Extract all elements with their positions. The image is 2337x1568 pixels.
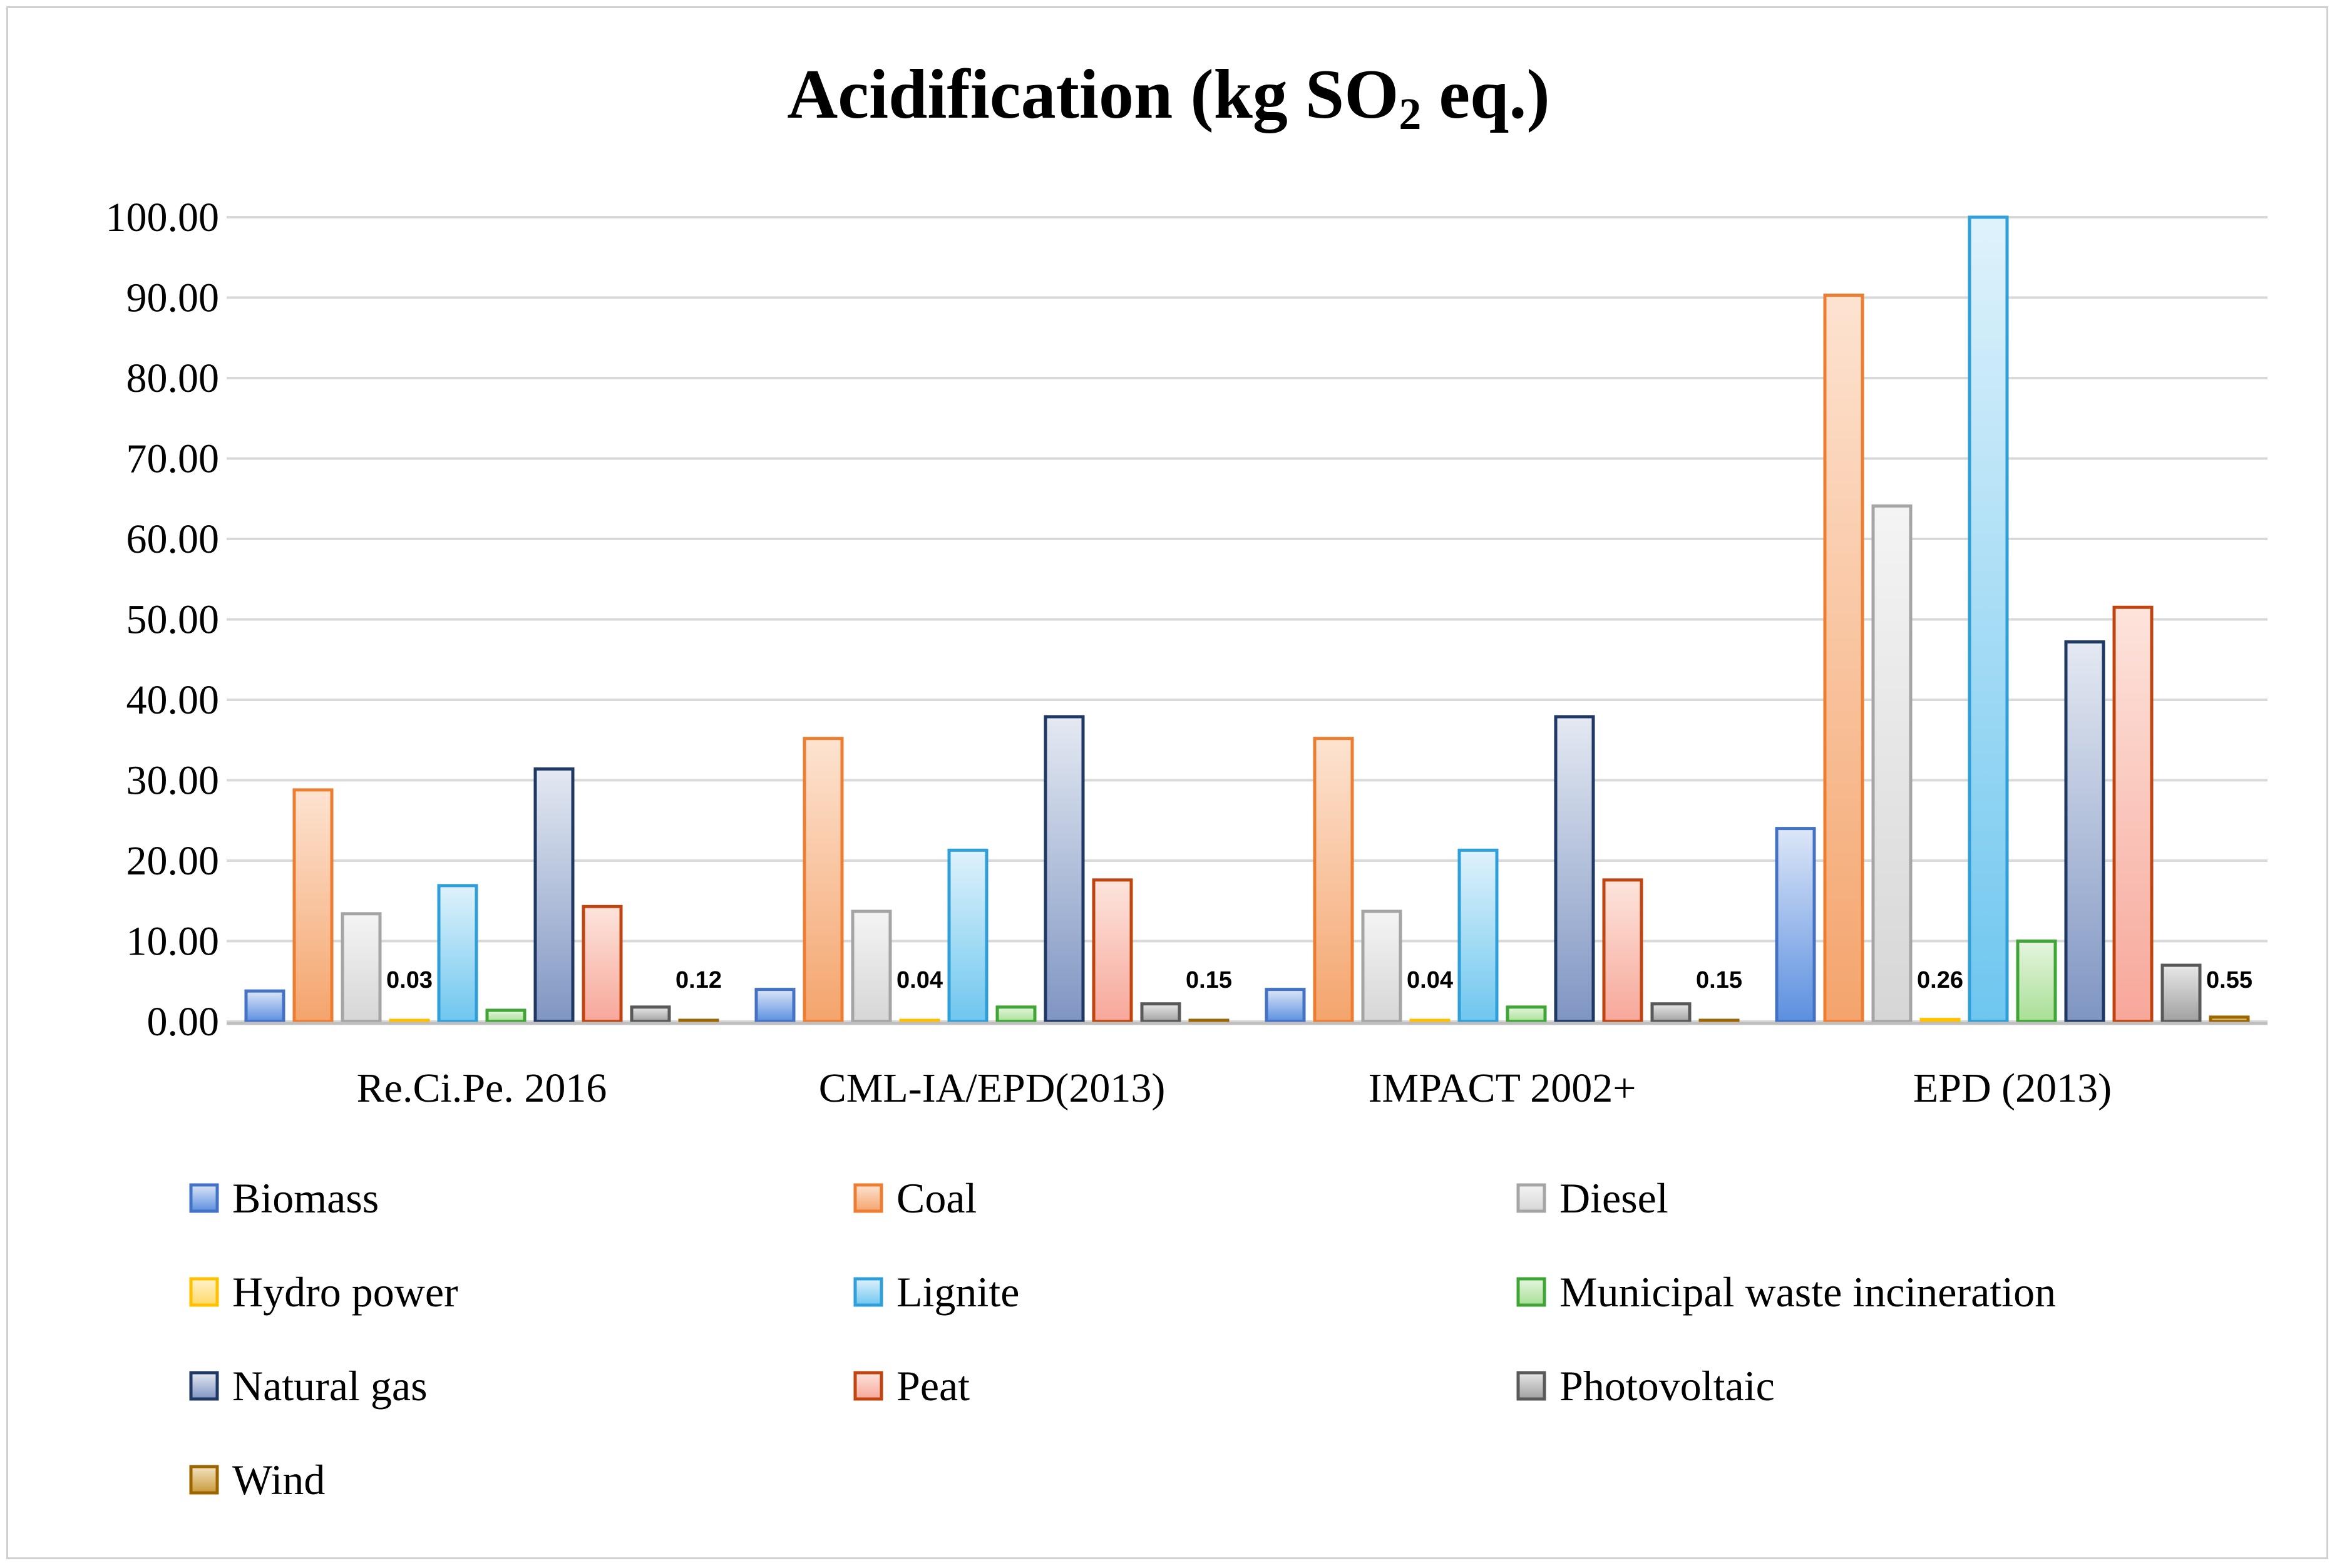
legend-label-diesel: Diesel — [1559, 1174, 1668, 1222]
x-tick-label: Re.Ci.Pe. 2016 — [357, 1065, 607, 1111]
bar-biomass-impact-2002 — [1265, 988, 1306, 1023]
legend-swatch-hydro-power — [189, 1277, 219, 1307]
bar-biomass-cml-ia-epd-2013 — [754, 988, 796, 1023]
bar-peat-cml-ia-epd-2013 — [1092, 878, 1133, 1023]
y-tick-label: 80.00 — [126, 356, 220, 401]
y-tick-label: 40.00 — [126, 677, 220, 723]
x-axis: Re.Ci.Pe. 2016 CML-IA/EPD(2013) IMPACT 200… — [227, 1022, 2268, 1111]
legend-label-wind: Wind — [232, 1456, 325, 1504]
bar-biomass-re-ci-pe-2016 — [244, 989, 285, 1023]
legend-swatch-biomass — [189, 1183, 219, 1213]
bar-diesel-cml-ia-epd-2013 — [851, 910, 892, 1023]
legend-label-municipal-waste-incineration: Municipal waste incineration — [1559, 1268, 2056, 1316]
bar-wind-cml-ia-epd-2013 — [1188, 1018, 1230, 1023]
data-label-wind: 0.12 — [675, 967, 722, 993]
legend-label-coal: Coal — [896, 1174, 977, 1222]
data-label-wind: 0.15 — [1186, 967, 1232, 993]
bar-peat-impact-2002 — [1602, 878, 1643, 1023]
chart-title-tail: eq.) — [1421, 56, 1550, 133]
chart-title-main: Acidification (kg SO — [787, 56, 1399, 133]
x-tick-label: IMPACT 2002+ — [1369, 1065, 1636, 1111]
bar-lignite-impact-2002 — [1457, 848, 1499, 1023]
bar-hydro-power-cml-ia-epd-2013 — [899, 1018, 940, 1023]
x-tick-label: EPD (2013) — [1913, 1065, 2112, 1111]
bar-municipal-waste-incineration-impact-2002 — [1506, 1005, 1547, 1023]
bar-hydro-power-impact-2002 — [1409, 1018, 1451, 1023]
data-label-wind: 0.15 — [1696, 967, 1742, 993]
bar-hydro-power-re-ci-pe-2016 — [389, 1018, 430, 1023]
legend-swatch-natural-gas — [189, 1371, 219, 1401]
bar-natural-gas-re-ci-pe-2016 — [533, 767, 575, 1023]
bars — [244, 215, 2250, 1023]
legend-swatch-photovoltaic — [1516, 1371, 1546, 1401]
bar-photovoltaic-epd-2013 — [2160, 963, 2202, 1023]
bar-coal-epd-2013 — [1823, 294, 1864, 1023]
bar-municipal-waste-incineration-re-ci-pe-2016 — [485, 1008, 526, 1023]
legend-swatch-wind — [189, 1465, 219, 1495]
legend-swatch-coal — [853, 1183, 883, 1213]
bar-hydro-power-epd-2013 — [1919, 1018, 1961, 1023]
y-tick-label: 20.00 — [126, 838, 220, 884]
y-tick-label: 90.00 — [126, 275, 220, 321]
x-tick-label: CML-IA/EPD(2013) — [819, 1065, 1166, 1111]
data-label-wind: 0.55 — [2206, 967, 2252, 993]
bar-wind-epd-2013 — [2209, 1015, 2250, 1023]
legend-label-natural-gas: Natural gas — [232, 1362, 428, 1410]
data-label-hydro-power: 0.26 — [1917, 967, 1963, 993]
bar-natural-gas-epd-2013 — [2064, 640, 2105, 1023]
y-tick-label: 0.00 — [147, 999, 220, 1045]
y-tick-label: 10.00 — [126, 919, 220, 965]
bar-photovoltaic-re-ci-pe-2016 — [630, 1005, 671, 1023]
chart-frame — [6, 6, 2328, 1559]
chart-title: Acidification (kg SO2 eq.) — [0, 59, 2337, 136]
bar-natural-gas-impact-2002 — [1554, 715, 1595, 1023]
bar-lignite-re-ci-pe-2016 — [437, 884, 478, 1023]
legend-label-lignite: Lignite — [896, 1268, 1019, 1316]
bar-diesel-impact-2002 — [1361, 910, 1402, 1023]
bar-wind-re-ci-pe-2016 — [678, 1018, 719, 1023]
bar-peat-epd-2013 — [2112, 605, 2154, 1023]
bar-coal-impact-2002 — [1313, 737, 1354, 1023]
y-tick-label: 30.00 — [126, 758, 220, 804]
bar-biomass-epd-2013 — [1775, 827, 1816, 1023]
data-labels: 0.03 0.12 0.04 0.15 0.04 0.15 0.26 0.55 — [386, 967, 2252, 993]
bar-photovoltaic-cml-ia-epd-2013 — [1140, 1002, 1181, 1023]
legend-label-peat: Peat — [896, 1362, 970, 1410]
bar-natural-gas-cml-ia-epd-2013 — [1044, 715, 1085, 1023]
y-tick-label: 60.00 — [126, 516, 220, 562]
legend-label-photovoltaic: Photovoltaic — [1559, 1362, 1775, 1410]
bar-lignite-cml-ia-epd-2013 — [947, 848, 989, 1023]
bar-photovoltaic-impact-2002 — [1650, 1002, 1692, 1023]
bar-municipal-waste-incineration-cml-ia-epd-2013 — [995, 1005, 1037, 1023]
y-axis: 0.00 10.00 20.00 30.00 40.00 50.00 60.00 70.00 8… — [106, 195, 220, 1045]
legend-label-biomass: Biomass — [232, 1174, 379, 1222]
gridlines — [227, 216, 2268, 1023]
bar-municipal-waste-incineration-epd-2013 — [2016, 940, 2057, 1023]
bar-peat-re-ci-pe-2016 — [582, 904, 623, 1023]
y-tick-label: 70.00 — [126, 436, 220, 482]
chart-title-subscript: 2 — [1399, 89, 1422, 139]
bar-coal-cml-ia-epd-2013 — [803, 737, 844, 1023]
bar-coal-re-ci-pe-2016 — [292, 788, 334, 1023]
bar-lignite-epd-2013 — [1968, 215, 2009, 1023]
bar-wind-impact-2002 — [1698, 1018, 1740, 1023]
legend-swatch-peat — [853, 1371, 883, 1401]
data-label-hydro-power: 0.04 — [1407, 967, 1453, 993]
legend-swatch-diesel — [1516, 1183, 1546, 1213]
legend-swatch-lignite — [853, 1277, 883, 1307]
y-tick-label: 100.00 — [106, 195, 220, 240]
data-label-hydro-power: 0.04 — [896, 967, 943, 993]
data-label-hydro-power: 0.03 — [386, 967, 433, 993]
y-tick-label: 50.00 — [126, 597, 220, 643]
bar-diesel-epd-2013 — [1871, 504, 1913, 1023]
bar-diesel-re-ci-pe-2016 — [341, 912, 382, 1023]
legend: Biomass Coal Diesel Hydro power Lignite Munic… — [189, 1174, 2056, 1504]
legend-label-hydro-power: Hydro power — [232, 1268, 458, 1316]
legend-swatch-municipal-waste-incineration — [1516, 1277, 1546, 1307]
